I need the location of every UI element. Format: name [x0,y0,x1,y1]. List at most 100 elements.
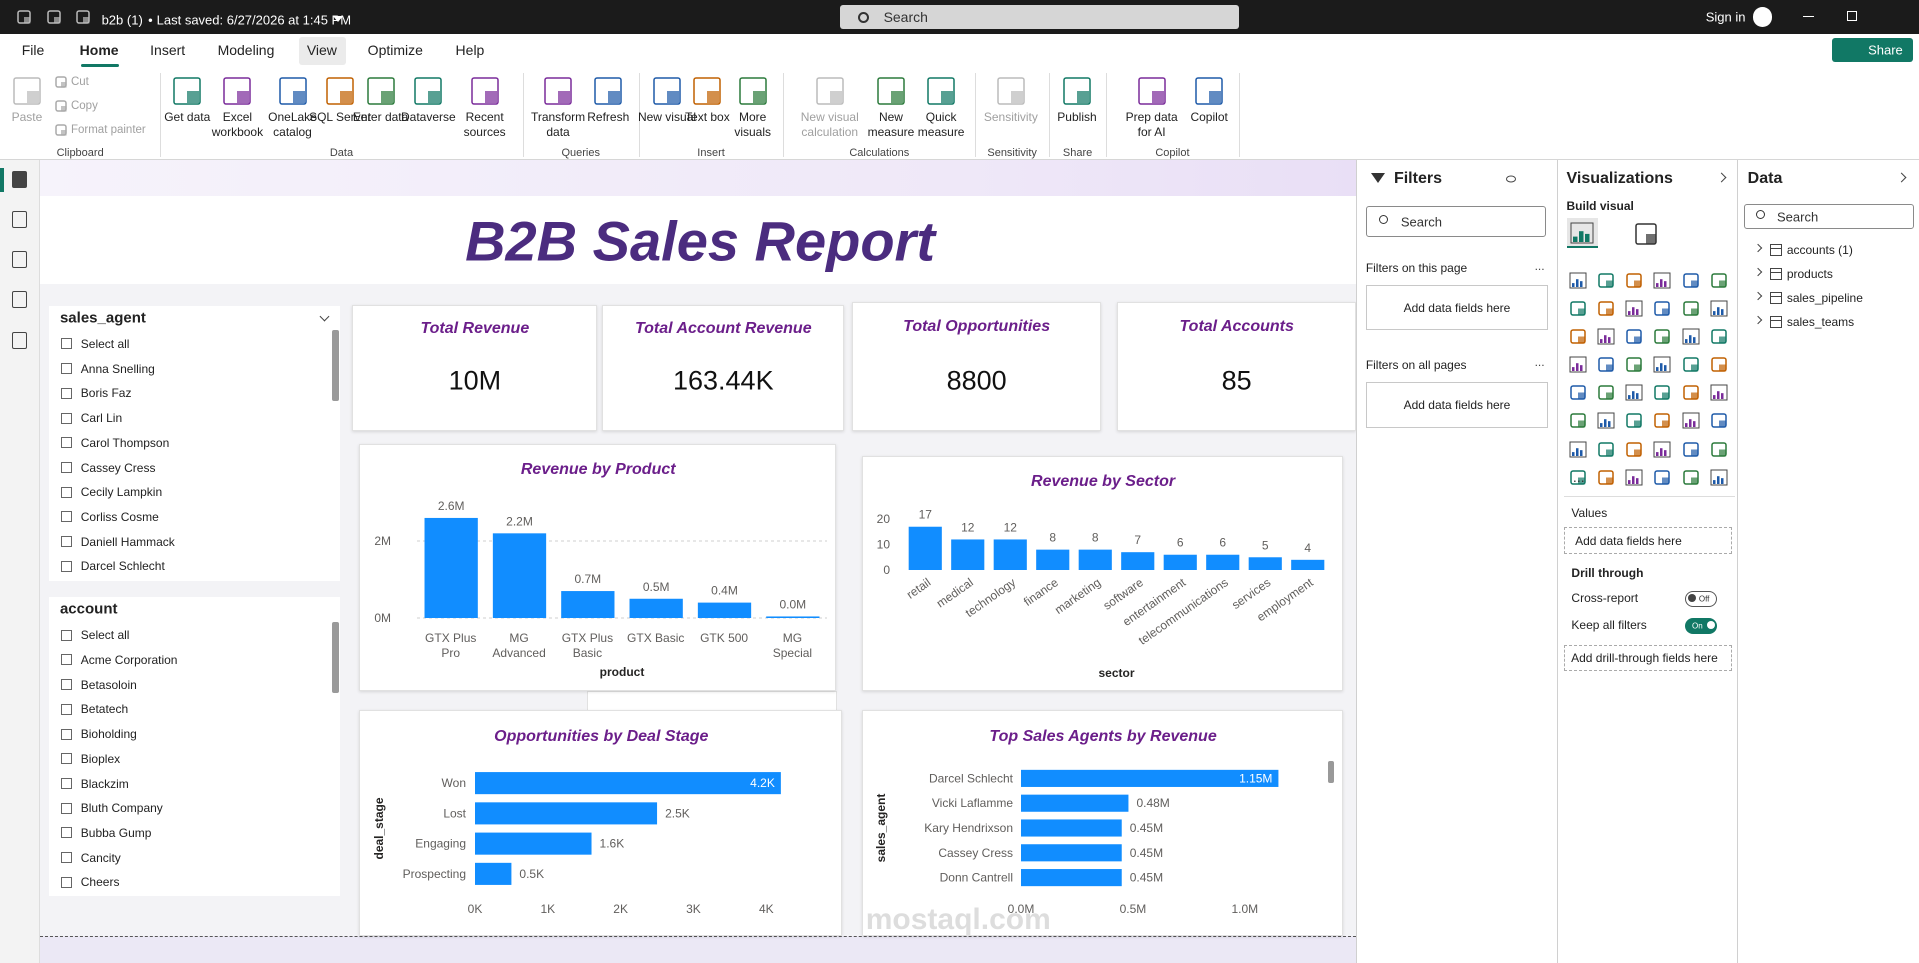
visual-type[interactable] [1653,272,1671,289]
ribbon-button[interactable]: Sensitivity [983,110,1038,125]
slicer-checkbox[interactable] [61,629,73,641]
hide-pane[interactable] [1506,175,1517,183]
filter-more[interactable]: ... [1534,355,1545,370]
visual-type[interactable] [1625,412,1643,429]
filter-more[interactable]: ... [1534,258,1545,273]
ribbon-button[interactable]: Text box [685,110,730,125]
visual-type[interactable] [1625,469,1643,486]
visual-type[interactable] [1653,300,1671,317]
slicer-checkbox[interactable] [61,560,73,572]
visual-type[interactable] [1597,300,1615,317]
slicer-item[interactable]: Blackzim [80,776,129,791]
visual-type[interactable] [1625,328,1643,345]
visual-type[interactable] [1625,441,1643,458]
visual-type[interactable] [1569,356,1587,373]
ribbon-button[interactable]: OneLake catalog [268,110,317,140]
slicer-checkbox[interactable] [61,338,73,350]
ribbon-button[interactable]: Quick measure [917,110,965,140]
visual-type[interactable] [1597,469,1615,486]
cross-report-toggle[interactable]: Off [1685,591,1718,608]
slicer-item[interactable]: Select all [80,336,130,351]
visual-type[interactable] [1569,300,1587,317]
slicer-item[interactable]: Cancity [80,850,121,865]
visual-type[interactable] [1710,300,1728,317]
slicer-item[interactable]: Cassey Cress [80,460,156,475]
keep-filters-toggle[interactable]: On [1685,618,1718,634]
slicer-checkbox[interactable] [61,412,73,424]
visual-type[interactable] [1597,412,1615,429]
ribbon-tab[interactable]: View [306,42,337,59]
slicer-checkbox[interactable] [61,728,73,740]
ribbon-tab[interactable]: Insert [150,42,186,59]
visual-type[interactable] [1653,356,1671,373]
ribbon-small-button[interactable]: Format painter [70,123,146,136]
ribbon-tab[interactable]: Optimize [367,42,423,59]
slicer-checkbox[interactable] [61,753,73,765]
visual-type[interactable] [1653,328,1671,345]
visual-type[interactable] [1597,356,1615,373]
slicer-item[interactable]: Acme Corporation [80,652,178,667]
visual-type[interactable] [1597,441,1615,458]
visual-type[interactable] [1710,441,1728,458]
global-search[interactable]: Search [839,4,1239,30]
visual-type[interactable] [1682,356,1700,373]
slicer-checkbox[interactable] [61,486,73,498]
ribbon-button[interactable]: Dataverse [400,110,456,125]
visual-type[interactable] [1569,384,1587,401]
slicer-item[interactable]: Betasoloin [80,677,137,692]
ribbon-button[interactable]: New measure [867,110,915,140]
visual-type[interactable] [1682,384,1700,401]
ribbon-button[interactable]: Copilot [1190,110,1228,125]
visual-type[interactable] [1710,384,1728,401]
visual-type[interactable] [1653,441,1671,458]
ribbon-tab[interactable]: Home [79,42,119,59]
visual-type[interactable] [1653,412,1671,429]
visual-type[interactable] [1682,272,1700,289]
slicer-checkbox[interactable] [61,703,73,715]
slicer-checkbox[interactable] [61,802,73,814]
values-well[interactable]: Add data fields here [1564,527,1732,555]
visual-type[interactable] [1625,356,1643,373]
ribbon-button[interactable]: Transform data [530,110,586,140]
slicer-item[interactable]: Bioplex [80,751,121,766]
slicer-item[interactable]: Cheers [80,875,120,890]
visual-type[interactable] [1569,412,1587,429]
filter-drop-well[interactable]: Add data fields here [1365,381,1549,429]
slicer-checkbox[interactable] [61,387,73,399]
slicer-checkbox[interactable] [61,363,73,375]
ribbon-button[interactable]: SQL Server [309,110,372,125]
filter-search[interactable]: Search [1365,205,1546,238]
slicer-checkbox[interactable] [61,778,73,789]
data-table[interactable]: accounts (1) [1786,242,1853,257]
slicer-item[interactable]: Darcel Schlecht [80,559,165,574]
slicer-item[interactable]: Anna Snelling [80,361,155,376]
slicer-item[interactable]: Bioholding [80,727,137,742]
visual-type[interactable] [1682,300,1700,317]
data-search[interactable]: Search [1743,204,1915,229]
visual-type[interactable] [1597,384,1615,401]
slicer-item[interactable]: Carol Thompson [80,435,170,450]
slicer-scrollbar[interactable] [331,330,339,402]
ribbon-button[interactable]: More visuals [734,110,771,140]
viz-more[interactable]: ... [1572,469,1585,486]
sign-in[interactable]: Sign in [1705,9,1746,25]
nav-icon[interactable] [12,331,27,349]
chart-scrollbar[interactable] [1327,760,1334,783]
data-table[interactable]: products [1786,266,1833,281]
slicer-item[interactable]: Boris Faz [80,386,132,401]
visual-type[interactable] [1710,469,1728,486]
slicer-checkbox[interactable] [61,679,73,691]
visual-type[interactable] [1710,412,1728,429]
ribbon-button[interactable]: Prep data for AI [1125,110,1178,140]
visual-type[interactable] [1597,328,1615,345]
visual-type[interactable] [1569,272,1587,289]
visual-type[interactable] [1653,384,1671,401]
visual-type[interactable] [1682,469,1700,486]
minimize[interactable] [1802,15,1814,17]
nav-icon[interactable] [12,210,27,228]
nav-icon[interactable] [12,291,27,309]
slicer-checkbox[interactable] [61,511,73,523]
ribbon-tab[interactable]: Modeling [217,42,275,59]
data-table[interactable]: sales_teams [1786,315,1855,330]
slicer-item[interactable]: Carl Lin [80,411,123,426]
